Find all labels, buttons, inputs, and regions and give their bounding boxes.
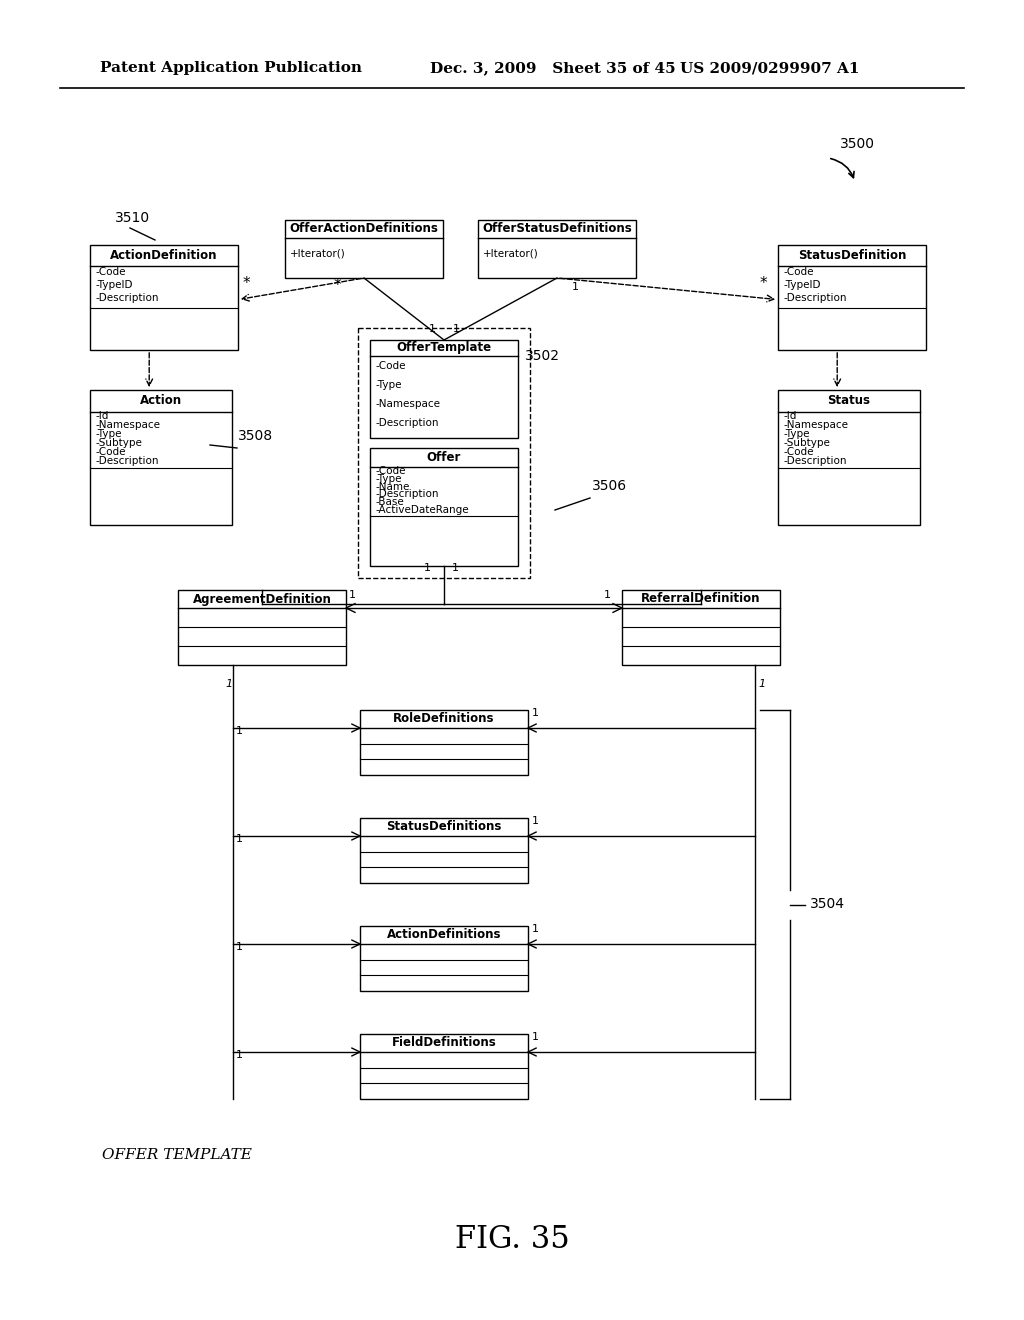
Text: US 2009/0299907 A1: US 2009/0299907 A1: [680, 61, 859, 75]
Bar: [90, 389, 232, 525]
Text: ActionDefinitions: ActionDefinitions: [387, 928, 502, 941]
Text: -Subtype: -Subtype: [95, 438, 142, 447]
Text: 3504: 3504: [810, 898, 845, 912]
Text: Offer: Offer: [427, 451, 461, 463]
Bar: [478, 220, 636, 279]
Text: -Code: -Code: [783, 268, 813, 277]
Text: -Code: -Code: [375, 466, 406, 475]
Text: -Subtype: -Subtype: [783, 438, 829, 447]
Text: 1: 1: [532, 924, 539, 935]
Text: FieldDefinitions: FieldDefinitions: [391, 1036, 497, 1049]
Text: 3500: 3500: [840, 137, 874, 150]
Text: 3510: 3510: [115, 211, 151, 224]
Bar: [360, 818, 528, 883]
Text: OfferStatusDefinitions: OfferStatusDefinitions: [482, 223, 632, 235]
Text: OfferTemplate: OfferTemplate: [396, 342, 492, 355]
Text: ActionDefinition: ActionDefinition: [111, 249, 218, 261]
Bar: [370, 341, 518, 438]
Bar: [360, 710, 528, 775]
Bar: [622, 590, 780, 665]
Text: -Code: -Code: [95, 268, 126, 277]
Text: 1: 1: [758, 678, 765, 689]
Text: Patent Application Publication: Patent Application Publication: [100, 61, 362, 75]
Text: StatusDefinitions: StatusDefinitions: [386, 821, 502, 833]
Text: OfferActionDefinitions: OfferActionDefinitions: [290, 223, 438, 235]
Text: 1: 1: [532, 1032, 539, 1041]
Text: 1: 1: [349, 590, 356, 601]
Text: *: *: [760, 276, 768, 290]
Text: 1: 1: [604, 590, 611, 601]
Text: 1: 1: [236, 834, 243, 843]
Text: Action: Action: [140, 395, 182, 408]
Text: -Namespace: -Namespace: [783, 420, 848, 430]
Text: AgreementDefinition: AgreementDefinition: [193, 593, 332, 606]
Text: -ActiveDateRange: -ActiveDateRange: [375, 506, 469, 515]
Text: RoleDefinitions: RoleDefinitions: [393, 713, 495, 726]
Text: 1: 1: [236, 726, 243, 737]
Text: -Type: -Type: [375, 380, 401, 389]
Text: -Description: -Description: [783, 457, 847, 466]
Text: -Id: -Id: [783, 411, 797, 421]
Text: -TypeID: -TypeID: [95, 280, 132, 290]
Bar: [370, 447, 518, 566]
Text: *: *: [243, 276, 251, 290]
Text: -Type: -Type: [95, 429, 122, 440]
Text: -Description: -Description: [95, 293, 159, 302]
Text: OFFER TEMPLATE: OFFER TEMPLATE: [102, 1148, 252, 1162]
Text: 1: 1: [452, 564, 459, 573]
Text: StatusDefinition: StatusDefinition: [798, 249, 906, 261]
Text: 1: 1: [236, 1049, 243, 1060]
Text: 1: 1: [453, 323, 460, 334]
Bar: [90, 246, 238, 350]
Text: -Base: -Base: [375, 498, 403, 507]
Bar: [360, 1034, 528, 1100]
Text: -Namespace: -Namespace: [375, 399, 440, 409]
Text: -Id: -Id: [95, 411, 109, 421]
Text: 3508: 3508: [238, 429, 273, 444]
Bar: [358, 327, 530, 578]
Text: 1: 1: [424, 564, 431, 573]
Text: +Iterator(): +Iterator(): [483, 248, 539, 259]
Bar: [178, 590, 346, 665]
Bar: [778, 389, 920, 525]
Text: -Type: -Type: [783, 429, 810, 440]
Text: +Iterator(): +Iterator(): [290, 248, 346, 259]
Text: FIG. 35: FIG. 35: [455, 1225, 569, 1255]
Text: *: *: [334, 279, 342, 293]
Text: Dec. 3, 2009   Sheet 35 of 45: Dec. 3, 2009 Sheet 35 of 45: [430, 61, 676, 75]
Text: Status: Status: [827, 395, 870, 408]
Text: -Name: -Name: [375, 482, 410, 491]
Text: -TypeID: -TypeID: [783, 280, 820, 290]
Bar: [778, 246, 926, 350]
Text: 1: 1: [225, 678, 232, 689]
Text: 1: 1: [532, 708, 539, 718]
Text: -Type: -Type: [375, 474, 401, 483]
Text: -Description: -Description: [375, 490, 438, 499]
Text: 1: 1: [428, 323, 435, 334]
Bar: [285, 220, 443, 279]
Text: -Description: -Description: [375, 417, 438, 428]
Text: 3502: 3502: [525, 348, 560, 363]
Text: ReferralDefinition: ReferralDefinition: [641, 593, 761, 606]
Text: -Code: -Code: [375, 360, 406, 371]
Text: -Code: -Code: [95, 447, 126, 457]
Text: -Namespace: -Namespace: [95, 420, 160, 430]
Text: -Description: -Description: [95, 457, 159, 466]
Text: 1: 1: [532, 816, 539, 826]
Text: 3506: 3506: [592, 479, 627, 492]
Bar: [360, 927, 528, 991]
Text: 1: 1: [236, 942, 243, 952]
Text: -Code: -Code: [783, 447, 813, 457]
Text: -Description: -Description: [783, 293, 847, 302]
Text: 1: 1: [572, 282, 579, 292]
